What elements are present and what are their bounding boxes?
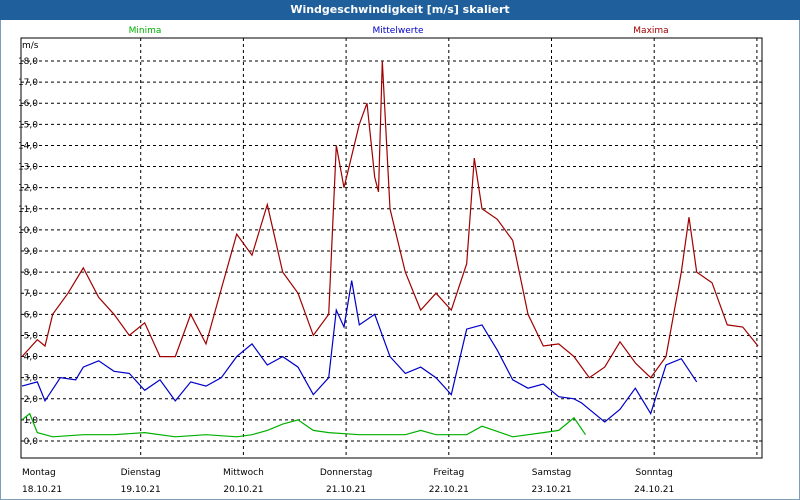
grid-lines — [21, 38, 762, 458]
series-line-mittelwerte — [21, 280, 698, 423]
y-tick-label: 11,0 — [18, 205, 38, 215]
y-tick-label: 8,0 — [24, 268, 39, 278]
y-tick-label: 4,0 — [24, 353, 39, 363]
y-tick-label: 16,0 — [18, 99, 38, 109]
day-date-label: 20.10.21 — [223, 485, 263, 495]
legend-entry-maxima: Maxima — [633, 26, 668, 36]
series-line-maxima — [21, 60, 759, 379]
day-date-label: 23.10.21 — [531, 485, 571, 495]
y-tick-label: 18,0 — [18, 57, 38, 67]
day-date-label: 18.10.21 — [22, 485, 62, 495]
day-date-label: 24.10.21 — [634, 485, 674, 495]
day-name-label: Montag — [22, 468, 56, 478]
day-date-label: 19.10.21 — [121, 485, 161, 495]
y-tick-label: 5,0 — [24, 331, 39, 341]
day-name-label: Dienstag — [121, 468, 161, 478]
day-name-label: Mittwoch — [223, 468, 264, 478]
y-tick-label: 10,0 — [18, 226, 38, 236]
day-name-label: Freitag — [433, 468, 464, 478]
legend-entry-mittelwerte: Mittelwerte — [372, 26, 423, 36]
plot-area — [20, 37, 763, 459]
y-axis-unit: m/s — [22, 41, 39, 51]
x-axis: Montag 18.10.21 Dienstag 19.10.21 Mittwoch 20… — [22, 468, 674, 495]
y-axis: 0,0 1,0 2,0 3,0 4,0 5,0 6,0 7,0 8,0 9,0 10,0 11,0 12… — [18, 57, 38, 447]
y-tick-label: 9,0 — [24, 247, 39, 257]
y-tick-label: 15,0 — [18, 120, 38, 130]
series-line-minima — [21, 412, 586, 438]
y-tick-label: 13,0 — [18, 163, 38, 173]
y-tick-label: 3,0 — [24, 374, 39, 384]
day-name-label: Sonntag — [636, 468, 673, 478]
y-tick-label: 7,0 — [24, 289, 39, 299]
y-tick-label: 1,0 — [24, 416, 39, 426]
day-date-label: 21.10.21 — [326, 485, 366, 495]
y-tick-label: 2,0 — [24, 395, 39, 405]
day-date-label: 22.10.21 — [429, 485, 469, 495]
y-tick-label: 12,0 — [18, 184, 38, 194]
chart-title: Windgeschwindigkeit [m/s] skaliert — [0, 0, 800, 20]
y-tick-label: 6,0 — [24, 310, 39, 320]
day-name-label: Samstag — [532, 468, 571, 478]
series-lines — [21, 60, 759, 438]
y-tick-label: 14,0 — [18, 141, 38, 151]
y-tick-label: 0,0 — [24, 437, 39, 447]
y-tick-label: 17,0 — [18, 78, 38, 88]
day-name-label: Donnerstag — [320, 468, 373, 478]
legend: Minima Mittelwerte Maxima — [129, 26, 669, 36]
legend-entry-minima: Minima — [129, 26, 162, 36]
